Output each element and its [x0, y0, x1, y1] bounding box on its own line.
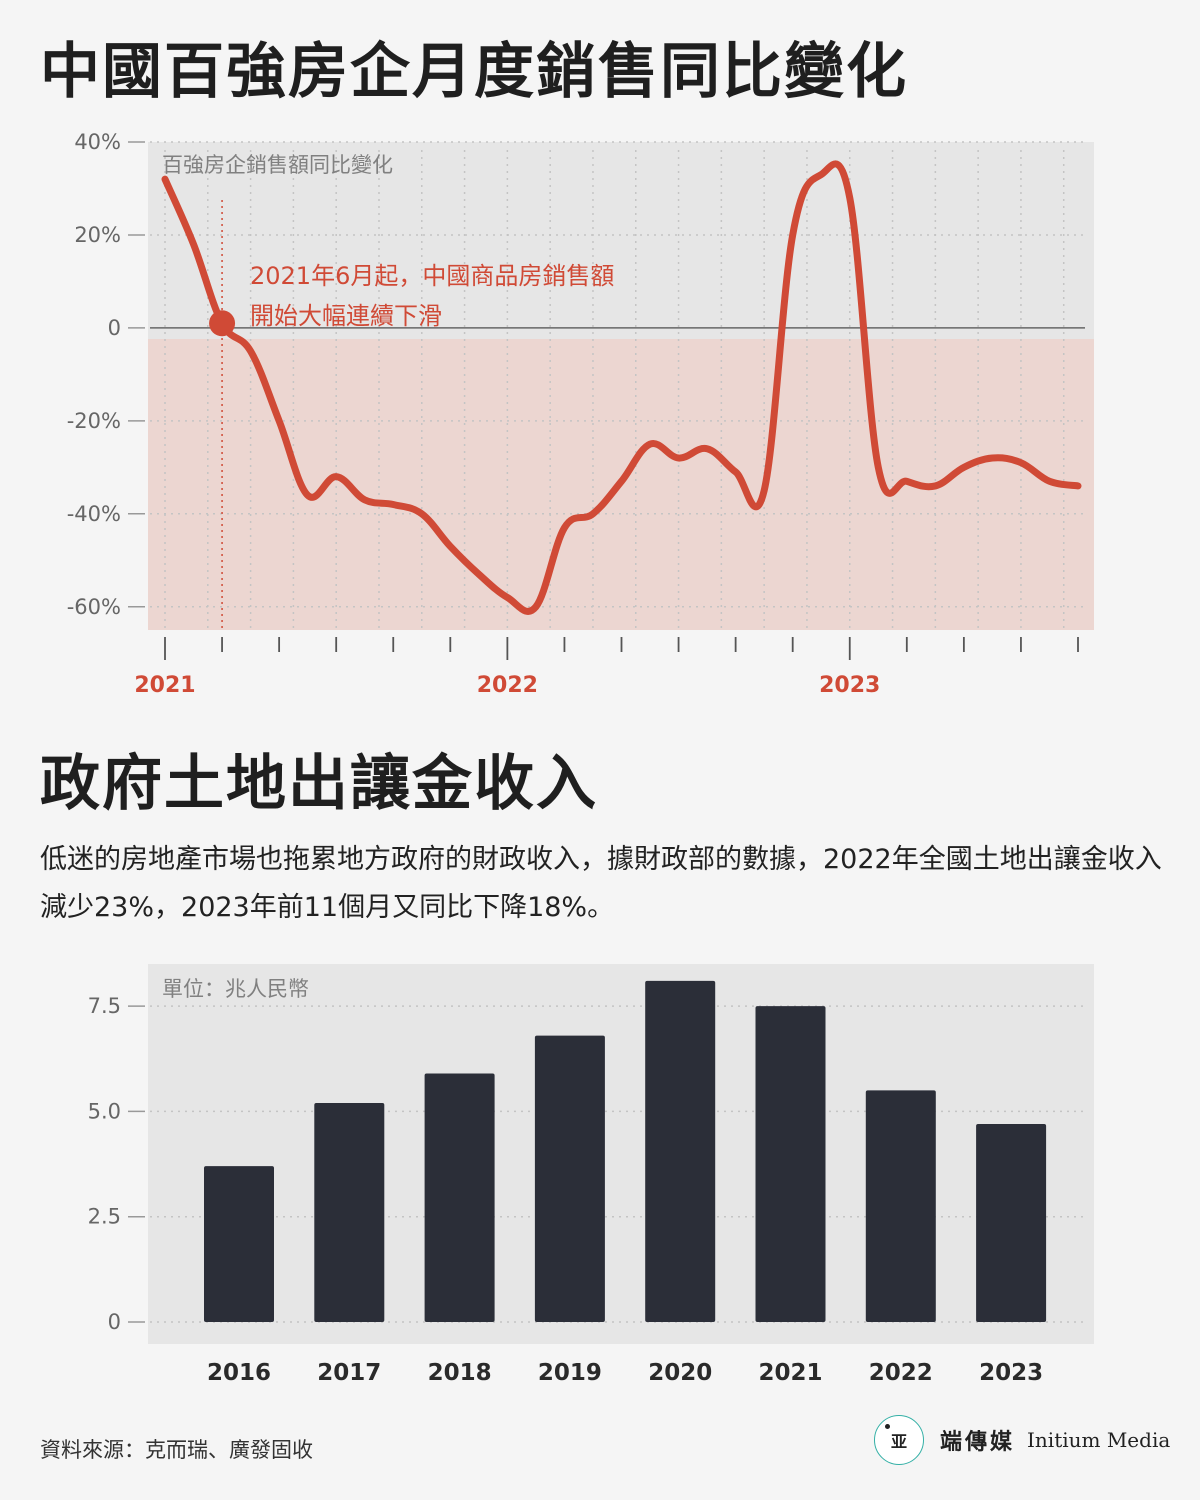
x-tick-label: 2023: [819, 673, 880, 698]
annotation-text: 2021年6月起，中國商品房銷售額: [250, 262, 614, 290]
y-tick-label: -60%: [67, 595, 121, 619]
y-tick-label: 2.5: [88, 1205, 121, 1229]
annotation-text: 開始大幅連續下滑: [250, 302, 442, 330]
description-paragraph: 低迷的房地產市場也拖累地方政府的財政收入，據財政部的數據，2022年全國土地出讓…: [40, 844, 1162, 923]
initium-logo-icon: 亚: [874, 1415, 924, 1465]
y-tick-label: 5.0: [88, 1099, 121, 1123]
positive-zone-background: [148, 142, 1094, 339]
line-chart: 40% 20% 0 -20% -40% -60% 2021 2022 2023 百強房企銷售額…: [67, 130, 1094, 698]
logo-chinese-name: 端傳媒: [940, 1429, 1016, 1455]
y-tick-label: -40%: [67, 502, 121, 526]
bar: [424, 1073, 495, 1322]
bar: [204, 1166, 274, 1322]
logo-english-name: Initium Media: [1027, 1428, 1171, 1452]
bar: [976, 1124, 1047, 1322]
publisher-logo[interactable]: 亚 端傳媒 Initium Media: [874, 1414, 1170, 1466]
bar: [645, 980, 716, 1322]
source-note: 資料來源：克而瑞、廣發固收: [40, 1438, 313, 1462]
y-tick-label: 7.5: [88, 994, 121, 1018]
line-chart-title: 中國百強房企月度銷售同比變化: [40, 37, 908, 107]
x-tick-label: 2022: [477, 673, 538, 698]
y-tick-label: -20%: [67, 409, 121, 433]
bar: [865, 1090, 936, 1322]
x-tick-label: 2021: [758, 1360, 822, 1386]
y-tick-label: 40%: [74, 130, 121, 154]
y-tick-label: 20%: [74, 223, 121, 247]
bar-chart-note: 單位：兆人民幣: [162, 977, 309, 1001]
line-chart-note: 百強房企銷售額同比變化: [162, 153, 393, 177]
annotation-marker: [209, 310, 236, 337]
x-tick-label: 2017: [317, 1360, 381, 1386]
bar-chart-background: [148, 964, 1094, 1344]
y-tick-label: 0: [108, 316, 121, 340]
bar: [534, 1035, 605, 1322]
x-tick-label: 2022: [869, 1360, 933, 1386]
x-tick-label: 2018: [428, 1360, 492, 1386]
x-tick-label: 2020: [648, 1360, 712, 1386]
series-line: [161, 160, 1082, 615]
x-tick-label: 2019: [538, 1360, 602, 1386]
y-tick-label: 0: [108, 1310, 121, 1334]
x-tick-label: 2021: [134, 673, 195, 698]
x-tick-label: 2016: [207, 1360, 271, 1386]
bar-chart-title: 政府土地出讓金收入: [40, 749, 598, 819]
bar: [755, 1006, 826, 1322]
x-tick-label: 2023: [979, 1360, 1043, 1386]
bar: [314, 1102, 385, 1322]
